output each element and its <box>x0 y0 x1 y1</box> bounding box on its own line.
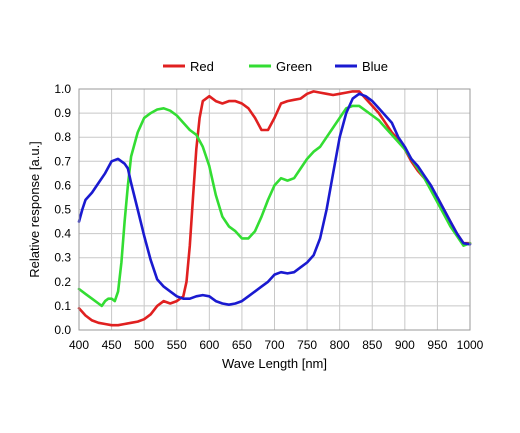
grid <box>78 88 471 331</box>
x-tick-label: 850 <box>362 338 382 352</box>
y-tick-label: 0.1 <box>54 299 71 313</box>
x-axis-ticks: 400 450 500 550 600 650 700 750 800 850 900 950 1000 <box>69 338 484 352</box>
y-tick-label: 0.8 <box>54 130 71 144</box>
legend-label-blue: Blue <box>362 59 388 74</box>
x-axis-title: Wave Length [nm] <box>222 356 327 371</box>
x-tick-label: 750 <box>297 338 317 352</box>
y-axis-title: Relative response [a.u.] <box>27 141 42 278</box>
plot-frame <box>78 88 471 331</box>
x-tick-label: 900 <box>395 338 415 352</box>
y-tick-label: 0.7 <box>54 154 71 168</box>
x-tick-label: 650 <box>232 338 252 352</box>
y-tick-label: 0.9 <box>54 106 71 120</box>
y-tick-label: 0.4 <box>54 227 71 241</box>
series-line-green <box>77 104 472 308</box>
y-tick-label: 0.0 <box>54 323 71 337</box>
y-tick-label: 0.6 <box>54 178 71 192</box>
x-tick-label: 500 <box>134 338 154 352</box>
y-tick-label: 0.3 <box>54 251 71 265</box>
legend: Red Green Blue <box>163 59 388 74</box>
x-tick-label: 800 <box>330 338 350 352</box>
x-tick-label: 700 <box>264 338 284 352</box>
series-line-blue <box>77 92 472 306</box>
plot-border <box>78 88 471 331</box>
x-tick-label: 450 <box>102 338 122 352</box>
y-axis-ticks: 0.0 0.1 0.2 0.3 0.4 0.5 0.6 0.7 0.8 0.9 1.0 <box>54 82 71 337</box>
y-tick-label: 1.0 <box>54 82 71 96</box>
x-tick-label: 1000 <box>457 338 484 352</box>
x-tick-label: 550 <box>167 338 187 352</box>
x-tick-label: 600 <box>199 338 219 352</box>
legend-label-green: Green <box>276 59 312 74</box>
series-layer <box>77 90 472 327</box>
legend-label-red: Red <box>190 59 214 74</box>
x-tick-label: 400 <box>69 338 89 352</box>
y-tick-label: 0.5 <box>54 203 71 217</box>
y-tick-label: 0.2 <box>54 275 71 289</box>
x-tick-label: 950 <box>427 338 447 352</box>
